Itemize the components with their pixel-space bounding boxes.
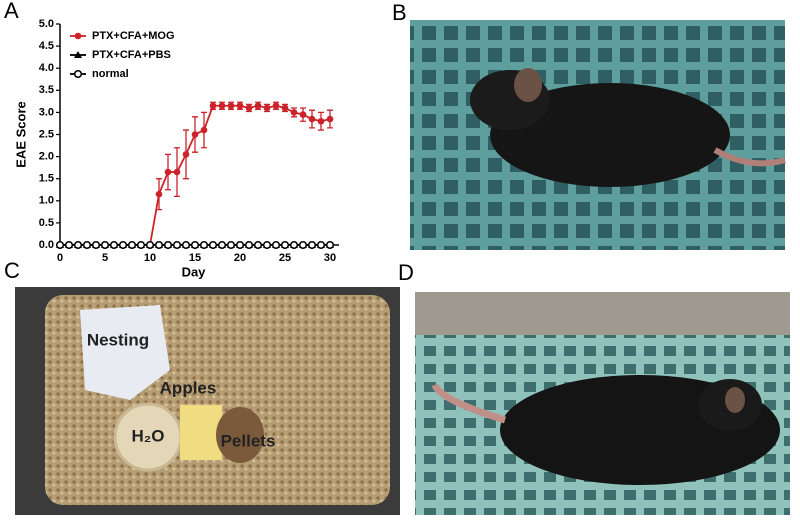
data-point	[182, 151, 190, 158]
legend-marker	[74, 32, 82, 40]
data-point	[308, 115, 316, 123]
x-tick-label: 5	[102, 252, 108, 264]
data-point	[209, 102, 217, 110]
mouse-tail	[713, 147, 786, 167]
y-axis-label: EAE Score	[13, 101, 28, 167]
photo-label: Nesting	[87, 330, 149, 349]
data-point	[164, 168, 172, 176]
data-point	[127, 240, 137, 250]
photo-label: Pellets	[221, 431, 276, 450]
data-point	[109, 240, 119, 250]
data-point	[236, 102, 244, 110]
data-point	[227, 102, 235, 110]
mouse-ear	[514, 68, 542, 102]
data-point	[217, 240, 227, 250]
data-point	[91, 240, 101, 250]
data-point	[280, 240, 290, 250]
data-point	[272, 102, 280, 110]
data-point	[226, 240, 236, 250]
mouse-tail	[431, 383, 507, 424]
x-tick-label: 20	[234, 252, 246, 264]
photo-b	[410, 20, 786, 250]
y-tick-label: 3.0	[39, 106, 54, 118]
photo-label: H₂O	[131, 426, 164, 445]
data-point	[208, 240, 218, 250]
chart-a: 0.0 0.5 1.0 1.5 2.0 2.5 3.0 3.5 4.0 4.5 5.0 0 5 10 15 2…	[13, 18, 339, 279]
legend-marker	[73, 69, 83, 79]
photo-c: Nesting Apples H₂O Pellets	[15, 287, 400, 515]
y-tick-label: 4.5	[39, 40, 54, 52]
y-tick-label: 1.0	[39, 195, 54, 207]
nesting-material	[80, 305, 170, 400]
data-point	[155, 190, 163, 198]
data-point	[199, 240, 209, 250]
data-point	[244, 240, 254, 250]
x-tick-label: 10	[144, 252, 156, 264]
data-point	[163, 240, 173, 250]
y-tick-label: 2.0	[39, 151, 54, 163]
data-point	[235, 240, 245, 250]
x-tick-label: 30	[324, 252, 336, 264]
data-point	[82, 240, 92, 250]
mouse-body	[490, 83, 730, 187]
y-tick-label: 0.0	[39, 239, 54, 251]
data-point	[317, 117, 325, 125]
data-point	[172, 240, 182, 250]
x-axis-label: Day	[182, 264, 207, 279]
photo-d	[415, 292, 790, 515]
y-tick-label: 0.5	[39, 217, 54, 229]
data-point	[136, 240, 146, 250]
data-point	[281, 104, 289, 112]
data-point	[253, 240, 263, 250]
y-tick-label: 3.5	[39, 84, 54, 96]
data-point	[307, 240, 317, 250]
data-point	[181, 240, 191, 250]
data-point	[118, 240, 128, 250]
data-point	[298, 240, 308, 250]
legend-label: PTX+CFA+PBS	[92, 49, 171, 61]
data-point	[73, 240, 83, 250]
y-tick-label: 1.5	[39, 173, 54, 185]
data-point	[289, 240, 299, 250]
x-tick-label: 15	[189, 252, 201, 264]
panel-label: D	[398, 260, 414, 285]
data-point	[263, 104, 271, 112]
y-tick-label: 4.0	[39, 62, 54, 74]
data-point	[262, 240, 272, 250]
panel-label: C	[4, 258, 20, 283]
pellets	[216, 407, 264, 463]
panel-label: A	[4, 0, 19, 23]
data-point	[299, 111, 307, 118]
data-point	[290, 109, 298, 116]
data-point	[245, 104, 253, 112]
x-tick-label: 25	[279, 252, 291, 264]
y-tick-label: 2.5	[39, 128, 54, 140]
data-point	[326, 115, 334, 123]
y-tick-label: 5.0	[39, 18, 54, 30]
data-point	[173, 168, 181, 176]
legend-marker	[74, 51, 82, 58]
apples	[180, 405, 222, 460]
data-point	[254, 102, 262, 110]
data-point	[271, 240, 281, 250]
data-point	[145, 240, 155, 250]
data-point	[55, 240, 65, 250]
photo-label: Apples	[160, 378, 217, 397]
data-point	[325, 240, 335, 250]
x-tick-label: 0	[57, 252, 63, 264]
data-point	[218, 102, 226, 110]
data-point	[190, 240, 200, 250]
mouse-ear	[725, 387, 745, 413]
data-point	[191, 131, 199, 138]
legend-label: normal	[92, 68, 129, 80]
panel-label: B	[392, 0, 407, 25]
data-point	[200, 126, 208, 134]
legend-label: PTX+CFA+MOG	[92, 30, 175, 42]
data-point	[316, 240, 326, 250]
data-point	[100, 240, 110, 250]
data-point	[64, 240, 74, 250]
data-point	[154, 240, 164, 250]
